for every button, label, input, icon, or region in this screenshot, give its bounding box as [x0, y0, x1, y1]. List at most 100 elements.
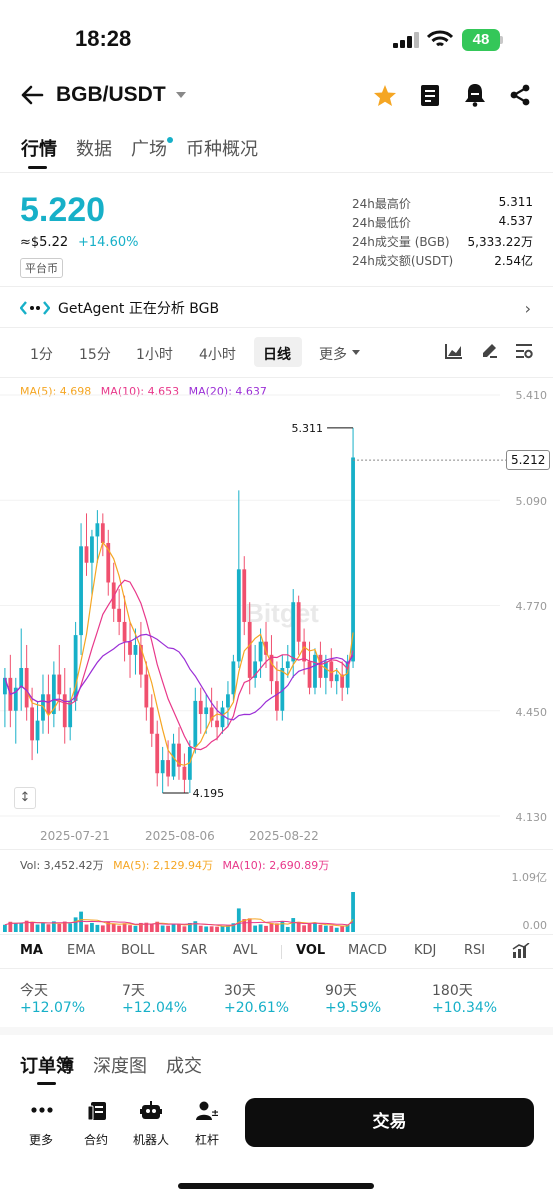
candle-body	[253, 661, 258, 678]
price-change: +14.60%	[78, 235, 139, 250]
indicator-kdj[interactable]: KDJ	[414, 943, 437, 958]
candle-body	[57, 674, 62, 695]
volume-bar	[220, 926, 225, 932]
indicator-vol[interactable]: VOL	[296, 943, 326, 958]
expand-vertical-icon[interactable]: ↕	[14, 787, 36, 809]
getagent-banner[interactable]: GetAgent 正在分析 BGB ›	[0, 289, 553, 327]
timeframe-1m[interactable]: 1分	[30, 347, 53, 363]
volume-bar	[285, 926, 290, 932]
candle-body	[3, 677, 7, 695]
volume-bar	[117, 925, 122, 932]
timeframe-daily[interactable]: 日线	[263, 347, 291, 363]
volume-ma-lines	[4, 918, 354, 927]
back-arrow-icon[interactable]	[20, 84, 44, 106]
perf-7d-label: 7天	[122, 983, 145, 999]
drawing-tool-icon[interactable]	[480, 342, 498, 360]
candle-body	[30, 707, 34, 741]
share-icon[interactable]	[509, 84, 531, 106]
x-tick-3: 2025-08-22	[249, 829, 319, 843]
timeframe-4h[interactable]: 4小时	[199, 347, 236, 363]
bottom-futures-label[interactable]: 合约	[84, 1133, 109, 1147]
timeframe-more[interactable]: 更多	[319, 347, 347, 363]
candle-body	[231, 661, 236, 695]
volume-bar	[95, 924, 100, 932]
volume-bar	[128, 925, 132, 932]
indicator-macd[interactable]: MACD	[348, 943, 387, 958]
chart-type-icon[interactable]	[445, 343, 463, 359]
candle-body	[302, 641, 306, 662]
chart-settings-icon[interactable]	[515, 343, 533, 359]
volume-bar	[236, 908, 241, 932]
tab-square[interactable]: 广场	[131, 139, 167, 160]
volume-bar	[307, 923, 312, 932]
bottom-bot-label[interactable]: 机器人	[133, 1133, 170, 1147]
indicator-ma[interactable]: MA	[20, 943, 43, 958]
candle-body	[296, 602, 301, 642]
pair-dropdown-icon[interactable]	[176, 92, 186, 98]
current-price-label: 5.212	[506, 450, 551, 470]
pair-title[interactable]: BGB/USDT	[56, 83, 166, 106]
futures-contract-icon[interactable]	[87, 1101, 107, 1121]
candle-body	[220, 707, 225, 728]
volume-bar	[68, 923, 73, 932]
volume-bars	[3, 892, 355, 932]
indicator-separator	[281, 945, 282, 959]
home-indicator	[178, 1183, 374, 1189]
indicator-ema[interactable]: EMA	[67, 943, 96, 958]
margin-leverage-icon[interactable]: ±	[196, 1101, 218, 1121]
candle-body	[345, 661, 350, 688]
bottom-margin-label[interactable]: 杠杆	[195, 1133, 220, 1147]
volume-bar	[247, 918, 252, 932]
candle-body	[209, 707, 214, 721]
timeframe-1h[interactable]: 1小时	[136, 347, 173, 363]
timeframe-more-caret-icon[interactable]	[352, 350, 360, 355]
stat-24h-turnover-value: 2.54亿	[494, 254, 533, 268]
indicator-rsi[interactable]: RSI	[464, 943, 486, 958]
candle-body	[166, 760, 170, 777]
candle-body	[13, 687, 18, 711]
perf-30d-label: 30天	[224, 983, 256, 999]
volume-bar	[258, 924, 263, 932]
indicator-settings-icon[interactable]	[512, 943, 530, 959]
indicator-boll[interactable]: BOLL	[121, 943, 155, 958]
fiat-price: ≈$5.22	[20, 235, 69, 250]
vol-ma10: MA(10): 2,690.89万	[222, 859, 330, 872]
status-time: 18:28	[75, 26, 132, 51]
volume-bar	[8, 921, 13, 932]
bottom-more-label[interactable]: 更多	[29, 1133, 54, 1147]
volume-bar	[51, 921, 56, 932]
tab-orderbook[interactable]: 订单簿	[20, 1056, 74, 1077]
candle-body	[106, 543, 111, 583]
indicator-sar[interactable]: SAR	[181, 943, 208, 958]
tab-market[interactable]: 行情	[21, 139, 57, 160]
orderbook-underline	[37, 1082, 56, 1085]
indicator-avl[interactable]: AVL	[233, 943, 258, 958]
timeframe-15m[interactable]: 15分	[79, 347, 111, 363]
candlestick-chart[interactable]: Bitget 5.311 4.195	[0, 378, 553, 828]
volume-bar	[62, 921, 67, 932]
candle-body	[177, 743, 181, 767]
tab-depth-chart[interactable]: 深度图	[93, 1056, 147, 1077]
x-tick-1: 2025-07-21	[40, 829, 110, 843]
volume-bar	[19, 922, 24, 932]
more-dots-icon[interactable]	[31, 1107, 53, 1113]
y-tick-4: 4.450	[515, 706, 548, 719]
tab-coin-overview[interactable]: 币种概况	[186, 139, 258, 160]
favorite-star-icon[interactable]	[373, 84, 397, 107]
volume-bar	[204, 926, 209, 932]
price-alert-bell-icon[interactable]	[464, 83, 486, 107]
volume-bar	[334, 927, 339, 932]
candle-body	[247, 621, 252, 678]
contract-book-icon[interactable]	[420, 84, 440, 107]
candle-body	[171, 743, 176, 777]
trading-bot-icon[interactable]	[140, 1101, 162, 1121]
battery-indicator: 48	[462, 29, 500, 51]
volume-bar	[193, 921, 198, 932]
bitget-watermark: Bitget	[245, 598, 319, 628]
tab-data[interactable]: 数据	[76, 139, 112, 160]
candle-body	[329, 661, 334, 682]
volume-bar	[215, 926, 219, 932]
candle-body	[149, 707, 154, 734]
trade-button[interactable]: 交易	[245, 1098, 534, 1147]
tab-trades[interactable]: 成交	[166, 1056, 202, 1077]
